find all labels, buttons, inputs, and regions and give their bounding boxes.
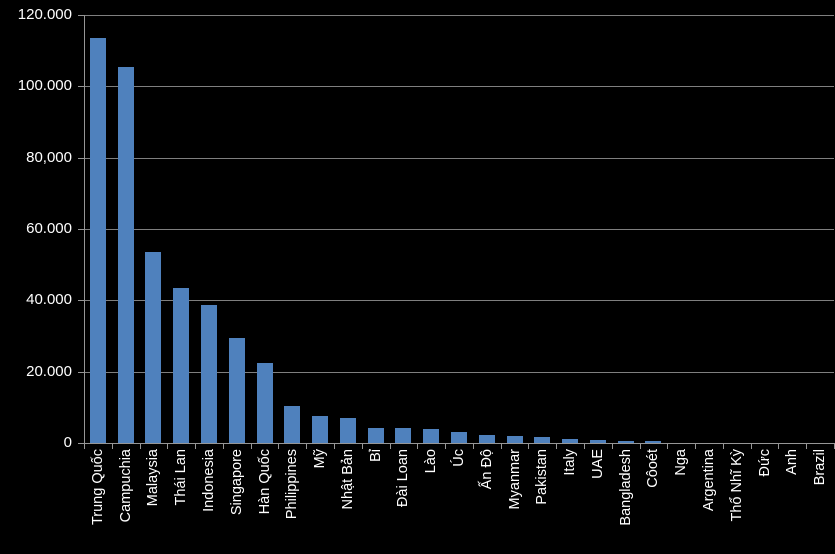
x-axis-tick xyxy=(751,443,752,449)
bar-4 xyxy=(201,305,217,443)
y-gridline xyxy=(84,229,834,230)
y-axis-tick-label: 60.000 xyxy=(26,220,72,237)
x-axis-tick xyxy=(806,443,807,449)
x-axis-tick xyxy=(695,443,696,449)
x-axis-category-label: Pakistan xyxy=(534,449,550,505)
y-axis-tick xyxy=(78,158,84,159)
x-axis-category-label: Mỹ xyxy=(312,449,328,469)
x-axis-category-label: Đức xyxy=(757,449,773,477)
x-axis-tick xyxy=(723,443,724,449)
x-axis-category-label: Bỉ xyxy=(368,449,384,462)
y-axis-tick xyxy=(78,15,84,16)
x-axis-tick xyxy=(667,443,668,449)
y-axis-tick xyxy=(78,86,84,87)
bar-16 xyxy=(534,437,550,443)
y-axis-tick-label: 100.000 xyxy=(17,77,72,94)
y-axis-tick xyxy=(78,300,84,301)
x-axis-tick xyxy=(140,443,141,449)
bar-10 xyxy=(368,428,384,443)
x-axis-category-label: UAE xyxy=(590,449,606,479)
x-axis-category-label: Philippines xyxy=(284,449,300,520)
bar-0 xyxy=(90,38,106,443)
x-axis-tick xyxy=(278,443,279,449)
x-axis-category-label: Nhật Bản xyxy=(340,449,356,510)
x-axis-category-label: Argentina xyxy=(701,449,717,512)
y-axis-tick-label: 120.000 xyxy=(17,6,72,23)
x-axis-tick xyxy=(306,443,307,449)
x-axis-category-label: Thổ Nhĩ Kỳ xyxy=(729,449,745,522)
x-axis-tick xyxy=(84,443,85,449)
x-axis-category-label: Lào xyxy=(423,449,439,474)
x-axis-category-label: Nga xyxy=(673,449,689,476)
bar-13 xyxy=(451,432,467,443)
x-axis-category-label: Campuchia xyxy=(118,449,134,523)
bar-12 xyxy=(423,429,439,443)
x-axis-tick xyxy=(528,443,529,449)
bar-3 xyxy=(173,288,189,443)
x-axis-category-label: Malaysia xyxy=(145,449,161,507)
x-axis-tick xyxy=(362,443,363,449)
bar-7 xyxy=(284,406,300,443)
x-axis-category-label: Italy xyxy=(562,449,578,476)
x-axis-tick xyxy=(390,443,391,449)
y-axis-tick xyxy=(78,372,84,373)
y-gridline xyxy=(84,300,834,301)
y-gridline xyxy=(84,158,834,159)
x-axis-tick xyxy=(334,443,335,449)
x-axis-tick xyxy=(223,443,224,449)
x-axis-category-label: Ấn Độ xyxy=(479,449,495,490)
bar-18 xyxy=(590,440,606,443)
x-axis-category-label: Trung Quốc xyxy=(90,449,106,526)
y-axis-tick xyxy=(78,229,84,230)
x-axis-tick xyxy=(612,443,613,449)
x-axis-tick xyxy=(584,443,585,449)
x-axis-tick xyxy=(417,443,418,449)
y-axis-tick-label: 20.000 xyxy=(26,363,72,380)
x-axis-category-label: Singapore xyxy=(229,449,245,516)
y-axis-line xyxy=(84,15,85,443)
x-axis-category-label: Úc xyxy=(451,449,467,467)
x-axis-category-label: Đài Loan xyxy=(395,449,411,508)
bar-17 xyxy=(562,439,578,443)
bar-8 xyxy=(312,416,328,443)
bar-5 xyxy=(229,338,245,443)
bar-14 xyxy=(479,435,495,443)
bar-19 xyxy=(618,441,634,443)
bar-15 xyxy=(507,436,523,443)
bar-9 xyxy=(340,418,356,443)
x-axis-tick xyxy=(640,443,641,449)
x-axis-tick xyxy=(251,443,252,449)
x-axis-tick xyxy=(501,443,502,449)
y-axis-tick-label: 0 xyxy=(63,434,72,451)
x-axis-category-label: Hàn Quốc xyxy=(257,449,273,515)
x-axis-tick xyxy=(112,443,113,449)
x-axis-category-label: Indonesia xyxy=(201,449,217,512)
y-gridline xyxy=(84,15,834,16)
x-axis-tick xyxy=(445,443,446,449)
y-axis-tick-label: 40.000 xyxy=(26,291,72,308)
y-axis-tick-label: 80,000 xyxy=(26,149,72,166)
bar-11 xyxy=(395,428,411,443)
x-axis-tick xyxy=(195,443,196,449)
x-axis-category-label: Bangladesh xyxy=(618,449,634,526)
x-axis-tick xyxy=(778,443,779,449)
x-axis-category-label: Anh xyxy=(784,449,800,475)
bar-2 xyxy=(145,252,161,443)
y-gridline xyxy=(84,86,834,87)
x-axis-category-label: Thái Lan xyxy=(173,449,189,506)
bar-1 xyxy=(118,67,134,443)
x-axis-tick xyxy=(556,443,557,449)
x-axis-category-label: Myanmar xyxy=(507,449,523,510)
x-axis-category-label: Côoét xyxy=(645,449,661,488)
y-gridline xyxy=(84,372,834,373)
x-axis-line xyxy=(78,443,834,444)
bar-20 xyxy=(645,441,661,443)
x-axis-tick xyxy=(167,443,168,449)
x-axis-tick xyxy=(473,443,474,449)
bar-6 xyxy=(257,363,273,443)
x-axis-category-label: Brazil xyxy=(812,449,828,486)
